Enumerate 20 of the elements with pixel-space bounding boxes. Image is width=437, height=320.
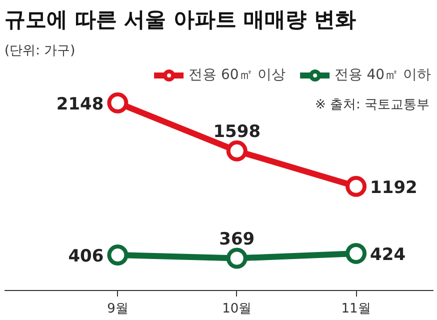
point xyxy=(226,140,248,162)
point xyxy=(107,244,128,266)
point xyxy=(107,92,128,114)
data-label: 406 xyxy=(68,246,104,267)
data-label: 369 xyxy=(219,229,255,250)
x-tick-label: 10월 xyxy=(222,302,252,316)
data-label: 2148 xyxy=(56,94,104,114)
point xyxy=(346,176,367,197)
data-label: 1192 xyxy=(370,178,418,198)
data-label: 424 xyxy=(370,244,406,265)
x-tick-label: 11월 xyxy=(341,302,371,316)
annotation: ※ 출처: 국토교통부 xyxy=(314,98,430,112)
legend-label: 전용 60㎡ 이상 xyxy=(188,66,286,84)
point xyxy=(226,248,248,269)
chart-subtitle: (단위: 가구) xyxy=(4,44,76,58)
point xyxy=(346,242,367,264)
data-label: 1598 xyxy=(213,122,261,142)
legend-label: 전용 40㎡ 이하 xyxy=(334,66,431,84)
chart-title: 규모에 따른 서울 아파트 매매량 변화 xyxy=(4,8,356,32)
x-tick-label: 9월 xyxy=(107,302,128,316)
